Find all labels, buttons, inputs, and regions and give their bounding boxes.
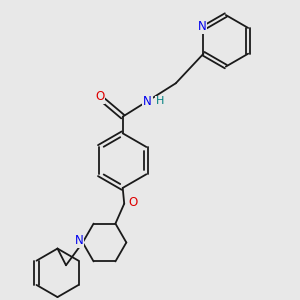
Text: N: N: [143, 95, 152, 108]
Text: N: N: [75, 235, 83, 248]
Text: O: O: [95, 90, 105, 104]
Text: H: H: [155, 97, 164, 106]
Text: N: N: [198, 20, 206, 33]
Text: O: O: [128, 196, 137, 209]
